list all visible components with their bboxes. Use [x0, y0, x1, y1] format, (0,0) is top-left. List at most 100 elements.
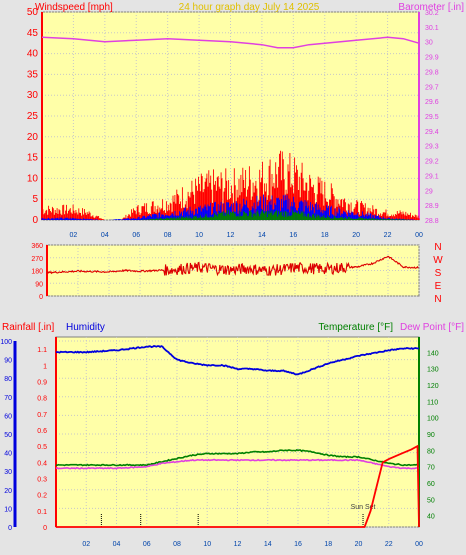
wind-tick-label: 50 [27, 7, 39, 18]
compass-label: E [435, 281, 442, 292]
barometer-tick-label: 29.4 [425, 129, 439, 136]
humidity-tick-label: 90 [4, 358, 12, 365]
wind-direction-line [46, 255, 419, 277]
humidity-axis-title: Humidity [66, 322, 105, 333]
temperature-tick-label: 60 [427, 481, 435, 488]
rain-tick-label: 0.9 [37, 379, 47, 386]
humidity-tick-label: 40 [4, 451, 12, 458]
direction-tick-label: 0 [39, 294, 43, 301]
x-tick-label: 22 [385, 541, 393, 548]
barometer-tick-label: 29.8 [425, 69, 439, 76]
chart-title: 24 hour graph day July 14 2025 [179, 2, 320, 13]
rain-tick-label: 0.7 [37, 412, 47, 419]
humidity-tick-label: 80 [4, 376, 12, 383]
x-tick-label: 08 [164, 232, 172, 239]
barometer-tick-label: 29.1 [425, 173, 439, 180]
humidity-tick-label: 10 [4, 506, 12, 513]
compass-label: N [434, 294, 441, 305]
x-tick-label: 18 [321, 232, 329, 239]
humidity-tick-label: 30 [4, 469, 12, 476]
direction-tick-label: 90 [35, 281, 43, 288]
rain-tick-label: 0.4 [37, 460, 47, 467]
x-tick-label: 20 [352, 232, 360, 239]
wind-tick-label: 25 [27, 111, 39, 122]
rain-tick-label: 0.8 [37, 396, 47, 403]
wind-tick-label: 30 [27, 90, 39, 101]
rain-tick-label: 1 [43, 363, 47, 370]
rain-tick-label: 0.6 [37, 428, 47, 435]
humidity-tick-label: 50 [4, 432, 12, 439]
sunset-label: Sun Set [351, 504, 376, 511]
x-tick-label: 12 [227, 232, 235, 239]
climate-plot-area [55, 336, 420, 528]
dew-point-line [55, 458, 420, 470]
humidity-tick-label: 0 [8, 525, 12, 532]
humidity-tick-label: 70 [4, 395, 12, 402]
barometer-tick-label: 29.5 [425, 114, 439, 121]
x-tick-label: 12 [234, 541, 242, 548]
wind-series-wind-average [141, 209, 411, 220]
temperature-tick-label: 110 [427, 399, 438, 406]
x-tick-label: 20 [355, 541, 363, 548]
wind-axis-title: Windspeed [mph] [35, 2, 113, 13]
wind-plot-area [41, 11, 420, 221]
barometer-tick-label: 29 [425, 188, 433, 195]
temperature-tick-label: 120 [427, 383, 439, 390]
x-tick-label: 22 [384, 232, 392, 239]
x-tick-label: 04 [113, 541, 121, 548]
barometer-tick-label: 30.2 [425, 10, 439, 17]
temperature-tick-label: 50 [427, 497, 435, 504]
wind-tick-label: 20 [27, 132, 39, 143]
x-tick-label: 02 [82, 541, 90, 548]
rain-tick-label: 0.1 [37, 509, 47, 516]
temperature-tick-label: 40 [427, 514, 435, 521]
rainfall-line [56, 444, 420, 528]
temperature-axis-title: Temperature [°F] [318, 322, 393, 333]
x-tick-label: 16 [289, 232, 297, 239]
barometer-tick-label: 29.3 [425, 144, 439, 151]
x-tick-label: 14 [264, 541, 272, 548]
barometer-tick-label: 28.9 [425, 203, 439, 210]
temperature-tick-label: 100 [427, 416, 439, 423]
barometer-tick-label: 29.9 [425, 55, 439, 62]
dew-point-axis-title: Dew Point [°F] [400, 322, 464, 333]
barometer-tick-label: 29.6 [425, 99, 439, 106]
barometer-tick-label: 29.7 [425, 84, 439, 91]
humidity-tick-label: 100 [0, 339, 12, 346]
direction-tick-label: 270 [31, 256, 43, 263]
rain-tick-label: 0.2 [37, 493, 47, 500]
rain-tick-label: 0.3 [37, 476, 47, 483]
barometer-line [41, 36, 420, 49]
compass-label: S [435, 268, 442, 279]
compass-label: W [433, 255, 443, 266]
humidity-line [55, 345, 420, 376]
wind-tick-label: 0 [32, 215, 38, 226]
direction-tick-label: 360 [31, 243, 43, 250]
humidity-tick-label: 20 [4, 488, 12, 495]
rain-tick-label: 0 [43, 525, 47, 532]
x-tick-label: 02 [70, 232, 78, 239]
wind-tick-label: 45 [27, 28, 39, 39]
barometer-tick-label: 30.1 [425, 25, 439, 32]
x-tick-label: 06 [143, 541, 151, 548]
wind-tick-label: 5 [32, 194, 38, 205]
x-tick-label: 16 [294, 541, 302, 548]
temperature-tick-label: 80 [427, 448, 435, 455]
temperature-tick-label: 70 [427, 465, 435, 472]
x-tick-label: 00 [415, 541, 423, 548]
wind-tick-label: 15 [27, 153, 39, 164]
temperature-tick-label: 140 [427, 350, 439, 357]
barometer-tick-label: 29.2 [425, 159, 439, 166]
humidity-tick-label: 60 [4, 413, 12, 420]
rain-tick-label: 1.1 [37, 347, 47, 354]
x-tick-label: 18 [324, 541, 332, 548]
temperature-tick-label: 130 [427, 367, 439, 374]
temperature-line [56, 448, 420, 467]
barometer-axis-title: Barometer [.in] [398, 2, 464, 13]
x-tick-label: 04 [101, 232, 109, 239]
compass-label: N [434, 242, 441, 253]
x-tick-label: 06 [132, 232, 140, 239]
rainfall-axis-title: Rainfall [.in] [2, 322, 54, 333]
